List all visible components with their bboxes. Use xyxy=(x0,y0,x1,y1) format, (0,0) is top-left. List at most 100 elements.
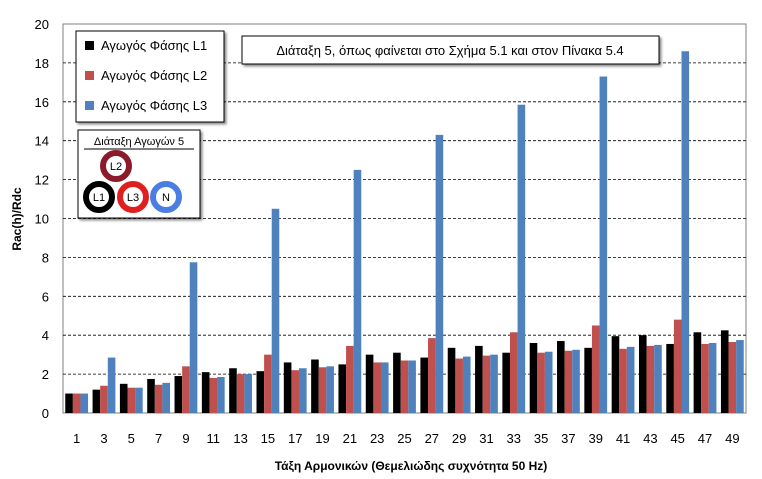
bar-l2-h45 xyxy=(673,319,682,413)
bar-l2-h41 xyxy=(619,348,627,413)
x-tick-label: 29 xyxy=(452,431,466,446)
x-tick-label: 49 xyxy=(725,431,739,446)
x-tick-labels: 1 3 5 7 9 11 13 15 17 19 21 23 25 27 29 31 33 35 37 39 41 43 4… xyxy=(73,431,740,446)
bar-l2-h31 xyxy=(482,355,491,413)
x-tick-label: 45 xyxy=(670,431,684,446)
bar-l2-h25 xyxy=(400,360,409,413)
x-tick-label: 39 xyxy=(589,431,603,446)
x-tick-label: 37 xyxy=(561,431,575,446)
y-tick-label: 8 xyxy=(42,250,49,265)
legend: Αγωγός Φάσης L1 Αγωγός Φάσης L2 Αγωγός Φ… xyxy=(75,30,225,123)
bar-l2-h35 xyxy=(537,352,545,413)
x-tick-label: 9 xyxy=(182,431,189,446)
bar-l3-h37 xyxy=(572,349,580,413)
y-tick-label: 18 xyxy=(35,56,49,71)
x-tick-label: 11 xyxy=(207,431,221,446)
bar-l3-h41 xyxy=(626,346,635,413)
bar-l1-h25 xyxy=(393,352,401,413)
bar-l3-h25 xyxy=(408,360,416,413)
bar-l3-h13 xyxy=(244,374,252,413)
bar-l2-h47 xyxy=(701,343,709,413)
bar-l3-h1 xyxy=(80,393,89,413)
x-tick-label: 43 xyxy=(643,431,657,446)
bar-l2-h37 xyxy=(564,350,573,413)
legend-label-l3: Αγωγός Φάσης L3 xyxy=(101,98,207,113)
bar-l1-h23 xyxy=(365,354,374,413)
annotation-box: Διάταξη 5, όπως φαίνεται στο Σχήμα 5.1 κ… xyxy=(241,35,660,65)
bar-l1-h41 xyxy=(611,336,620,413)
bar-l2-h39 xyxy=(591,325,600,413)
bar-l2-h19 xyxy=(318,367,327,413)
bar-l3-h19 xyxy=(326,366,334,413)
bar-l1-h21 xyxy=(338,364,347,414)
bar-l3-h43 xyxy=(654,344,662,413)
legend-swatch-l3 xyxy=(85,101,94,110)
x-tick-label: 5 xyxy=(128,431,135,446)
bar-l1-h43 xyxy=(638,335,647,413)
bar-l2-h43 xyxy=(646,345,655,413)
bar-l1-h49 xyxy=(720,330,729,413)
inset-title: Διάταξη Αγωγών 5 xyxy=(94,136,184,148)
x-axis-title: Τάξη Αρμονικών (Θεμελιώδης συχνότητα 50 … xyxy=(275,459,548,473)
bar-l2-h5 xyxy=(127,387,136,413)
x-tick-label: 17 xyxy=(288,431,302,446)
y-tick-label: 6 xyxy=(42,289,49,304)
bar-l1-h13 xyxy=(229,368,237,413)
legend-swatch-l2 xyxy=(85,71,94,80)
bar-l1-h17 xyxy=(283,362,292,413)
bar-l3-h29 xyxy=(462,356,471,413)
bar-l3-h27 xyxy=(435,134,444,414)
bar-l1-h11 xyxy=(201,372,210,413)
y-tick-label: 0 xyxy=(42,406,49,421)
bar-l2-h9 xyxy=(182,366,190,413)
legend-label-l2: Αγωγός Φάσης L2 xyxy=(101,68,207,83)
bar-l2-h21 xyxy=(346,345,354,413)
conductor-l2: L2 xyxy=(100,150,132,182)
bar-l1-h3 xyxy=(92,389,101,413)
bar-l3-h9 xyxy=(189,262,198,413)
bar-l1-h47 xyxy=(693,332,702,413)
bar-l2-h33 xyxy=(509,332,518,413)
conductor-l1-label: L1 xyxy=(93,192,105,204)
y-tick-label: 16 xyxy=(35,95,49,110)
bar-l2-h11 xyxy=(209,377,218,413)
bar-l1-h9 xyxy=(174,376,183,413)
x-tick-label: 15 xyxy=(261,431,275,446)
conductor-n: N xyxy=(150,181,182,213)
y-tick-label: 12 xyxy=(35,173,49,188)
bar-l2-h13 xyxy=(236,374,245,413)
bar-l2-h49 xyxy=(728,342,737,413)
x-tick-label: 47 xyxy=(698,431,712,446)
legend-label-l1: Αγωγός Φάσης L1 xyxy=(101,38,207,53)
bar-l2-h23 xyxy=(373,362,381,413)
bar-l2-h27 xyxy=(428,338,436,413)
bar-l3-h23 xyxy=(380,362,389,413)
x-tick-label: 19 xyxy=(315,431,329,446)
conductor-l1: L1 xyxy=(83,181,115,213)
bar-l1-h7 xyxy=(147,378,155,413)
bar-l3-h17 xyxy=(299,368,307,413)
x-tick-label: 1 xyxy=(73,431,80,446)
bar-l1-h45 xyxy=(666,343,674,413)
bars xyxy=(65,51,744,414)
bar-l2-h1 xyxy=(72,393,81,413)
bar-l3-h15 xyxy=(271,208,280,413)
bar-l1-h35 xyxy=(529,342,538,413)
bar-l3-h35 xyxy=(544,351,553,413)
x-tick-label: 35 xyxy=(534,431,548,446)
bar-l3-h11 xyxy=(217,377,225,413)
bar-l2-h29 xyxy=(455,358,463,413)
legend-swatch-l1 xyxy=(85,41,94,50)
bar-l1-h37 xyxy=(557,341,565,413)
conductor-l3-label: L3 xyxy=(127,192,139,204)
bar-l1-h39 xyxy=(584,347,592,413)
x-tick-label: 33 xyxy=(507,431,521,446)
y-axis-title: Rac(h)/Rdc xyxy=(10,187,24,251)
bar-l2-h15 xyxy=(264,354,272,413)
bar-l1-h27 xyxy=(420,357,429,413)
bar-l3-h47 xyxy=(708,342,717,413)
y-tick-labels: 0 2 4 6 8 10 12 14 16 18 20 xyxy=(35,17,49,421)
x-tick-label: 3 xyxy=(100,431,107,446)
bar-l3-h31 xyxy=(490,354,498,413)
